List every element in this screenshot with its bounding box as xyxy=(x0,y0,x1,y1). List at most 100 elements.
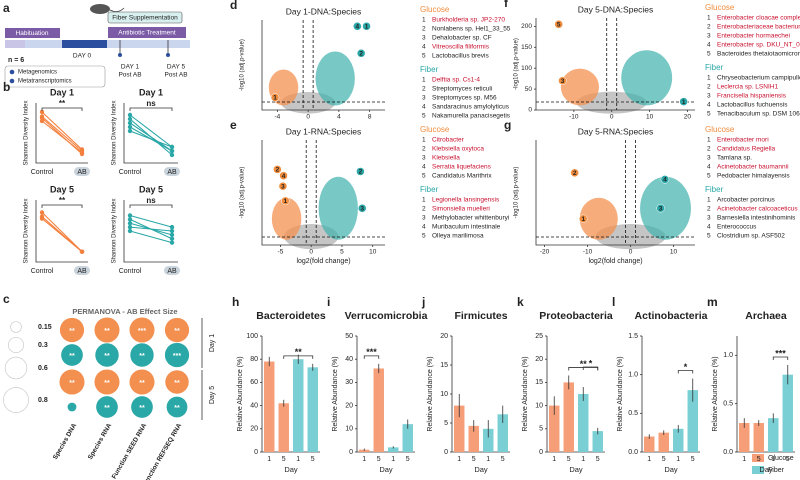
x-tick-label: AB xyxy=(77,169,87,176)
cloud-glucose xyxy=(271,197,302,240)
x-tick-label: 5 xyxy=(596,456,600,463)
panel-letter: a xyxy=(3,1,10,15)
y-tick-label: 0 xyxy=(254,449,258,456)
significance-bracket xyxy=(41,204,83,208)
legend-item-label: Nonlabens sp. Hel1_33_55 xyxy=(432,26,511,33)
y-axis-label: Shannon Diversity Index xyxy=(24,100,30,165)
significance-label: ** xyxy=(59,99,66,108)
panel-letter: i xyxy=(327,295,330,309)
legend-item-number: 3 xyxy=(422,215,426,222)
legend-item-number: 2 xyxy=(422,86,426,93)
x-tick-label: 5 xyxy=(282,456,286,463)
labeled-point xyxy=(279,171,288,180)
y-tick-label: 50 xyxy=(525,86,533,93)
legend-item-number: 4 xyxy=(707,102,711,109)
point-label: 2 xyxy=(573,170,577,177)
bar xyxy=(687,390,698,452)
legend-group-title: Fiber xyxy=(705,185,724,194)
labeled-point xyxy=(362,22,371,31)
paired-line xyxy=(41,117,83,155)
legend-item-label: Delftia sp. Cs1-4 xyxy=(432,77,480,84)
paired-line xyxy=(129,130,173,148)
significance-bracket xyxy=(129,204,173,208)
significance-label: *** xyxy=(775,348,786,358)
bubble xyxy=(164,342,190,368)
significance-label: ns xyxy=(146,196,156,205)
legend-item-label: Streptomyces sp. M56 xyxy=(432,95,497,102)
bar xyxy=(454,405,465,452)
panel-letter: g xyxy=(504,118,511,132)
bar xyxy=(592,431,603,452)
panel-letter: f xyxy=(504,0,509,10)
significance-bracket xyxy=(129,107,173,111)
legend-item-number: 3 xyxy=(422,155,426,162)
cloud-glucose xyxy=(579,197,618,240)
bubble xyxy=(61,344,83,366)
legend-item-number: 5 xyxy=(422,113,426,120)
labeled-point xyxy=(554,20,563,29)
panel-letter: b xyxy=(3,80,10,94)
point xyxy=(127,213,133,218)
bubble-label: ** xyxy=(139,353,145,360)
x-tick-label: 5 xyxy=(406,456,410,463)
legend-item-label: Acinetobacter baumannii xyxy=(717,164,789,171)
x-tick-label: AB xyxy=(167,268,177,275)
day5-label: DAY 5 xyxy=(167,64,186,71)
y-tick-label: 40 xyxy=(250,402,258,409)
y-tick-label: 60 xyxy=(250,379,258,386)
y-tick-label: 0 xyxy=(539,449,543,456)
point-label: 4 xyxy=(663,177,667,184)
axis xyxy=(123,200,178,263)
legend-item-label: Nakamurella panacisegetis xyxy=(432,113,511,120)
y-axis-label: Relative Abundance (%) xyxy=(712,356,719,431)
significance-bracket xyxy=(41,107,83,111)
point-label: 1 xyxy=(273,95,277,102)
column-label: Function REFSEQ RNA xyxy=(141,422,183,480)
labeled-point xyxy=(570,168,579,178)
legend-item-number: 4 xyxy=(707,224,711,231)
y-tick-label: 1.0 xyxy=(723,352,733,359)
bar xyxy=(658,432,669,452)
y-tick-label: 0.0 xyxy=(723,449,733,456)
omics-box xyxy=(4,65,106,88)
x-tick-label: 5 xyxy=(662,456,666,463)
mouse-tail xyxy=(109,7,125,12)
point xyxy=(39,216,45,221)
legend-item-label: Arcobacter porcinus xyxy=(717,197,776,204)
point xyxy=(39,210,45,215)
paired-line xyxy=(41,116,83,152)
legend-item-number: 2 xyxy=(422,146,426,153)
chart-title: Day 5-DNA:Species xyxy=(578,4,654,14)
x-tick-label: 10 xyxy=(369,249,377,256)
legend-item-label: Acinetobacter calcoaceticus xyxy=(717,206,798,213)
point-label: 4 xyxy=(356,24,360,31)
legend-swatch xyxy=(752,466,764,474)
legend-group-title: Glucose xyxy=(705,125,735,134)
paired-line xyxy=(129,214,173,228)
bubble xyxy=(94,317,120,343)
legend-item-number: 3 xyxy=(707,33,711,40)
x-tick-label: 10 xyxy=(646,114,654,121)
bar xyxy=(673,428,684,452)
legend-item-number: 4 xyxy=(707,164,711,171)
y-tick-label: 30 xyxy=(345,379,353,386)
legend-item-label: Lactobacillus fuchuensis xyxy=(717,102,788,109)
chart-title: Actinobacteria xyxy=(635,310,708,322)
legend-item-number: 1 xyxy=(707,137,711,144)
legend-item-number: 2 xyxy=(707,206,711,213)
legend-item-number: 1 xyxy=(422,77,426,84)
point xyxy=(79,249,85,254)
significance-label: ** xyxy=(580,359,588,369)
paired-line xyxy=(41,218,83,253)
point xyxy=(127,224,133,230)
y-tick-label: 0.0 xyxy=(628,449,638,456)
y-tick-label: 0 xyxy=(349,449,353,456)
legend-item-number: 4 xyxy=(422,224,426,231)
y-tick-label: 200 xyxy=(521,23,532,30)
point xyxy=(169,236,175,241)
y-tick-label: 100 xyxy=(246,333,258,340)
bubble xyxy=(94,369,120,395)
significance-label: * xyxy=(684,362,688,372)
legend-item-label: Barnesiella intestinihominis xyxy=(717,215,796,222)
legend-label: Fiber xyxy=(768,467,785,474)
